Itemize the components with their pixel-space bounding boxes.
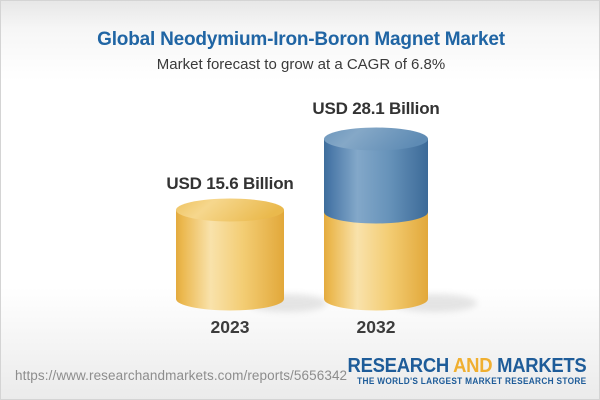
value-label-2023: USD 15.6 Billion xyxy=(166,174,294,193)
cylinder-2023-body xyxy=(176,210,284,311)
logo-wordmark: RESEARCH AND MARKETS xyxy=(347,355,586,376)
chart-subtitle: Market forecast to grow at a CAGR of 6.8… xyxy=(156,56,446,73)
logo-word-research: RESEARCH xyxy=(347,354,453,377)
value-label-2032: USD 28.1 Billion xyxy=(312,99,440,118)
cylinder-2032-top xyxy=(324,127,428,151)
cylinder-2023 xyxy=(176,198,284,311)
cylinder-2032-growth-segment xyxy=(324,139,428,224)
category-label-2023: 2023 xyxy=(210,317,250,337)
logo-word-and: AND xyxy=(452,354,492,377)
chart-title: Global Neodymium-Iron-Boron Magnet Marke… xyxy=(97,29,505,50)
category-label-2032: 2032 xyxy=(356,317,396,337)
research-and-markets-logo: RESEARCH AND MARKETS THE WORLD'S LARGEST… xyxy=(347,355,586,387)
logo-word-markets: MARKETS xyxy=(491,354,587,377)
cylinder-2023-top xyxy=(176,198,284,222)
logo-tagline: THE WORLD'S LARGEST MARKET RESEARCH STOR… xyxy=(356,376,586,386)
cylinder-2032-base-segment xyxy=(324,212,428,311)
cylinder-2032 xyxy=(324,127,428,311)
report-url: https://www.researchandmarkets.com/repor… xyxy=(15,368,348,383)
